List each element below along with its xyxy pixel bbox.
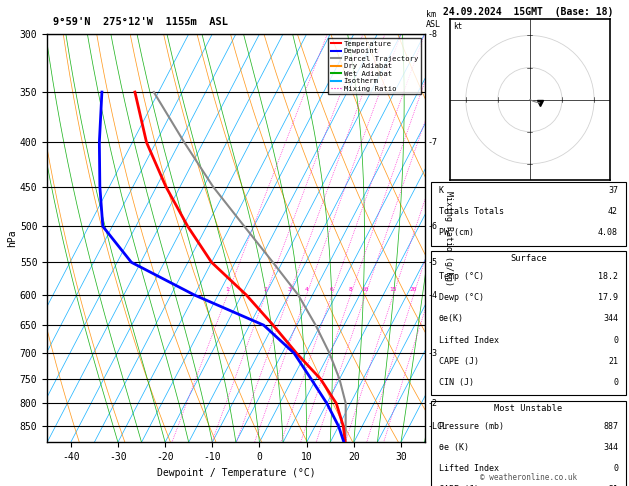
Text: -3: -3 xyxy=(428,348,438,358)
Legend: Temperature, Dewpoint, Parcel Trajectory, Dry Adiabat, Wet Adiabat, Isotherm, Mi: Temperature, Dewpoint, Parcel Trajectory… xyxy=(328,37,421,94)
Text: Surface: Surface xyxy=(510,254,547,263)
Text: K: K xyxy=(438,186,443,195)
Text: -2: -2 xyxy=(428,399,438,408)
Text: Dewp (°C): Dewp (°C) xyxy=(438,294,484,302)
Text: CAPE (J): CAPE (J) xyxy=(438,357,479,365)
Text: 42: 42 xyxy=(608,207,618,216)
Text: kt: kt xyxy=(453,22,462,31)
Text: 0: 0 xyxy=(613,464,618,473)
Y-axis label: hPa: hPa xyxy=(7,229,17,247)
Text: 2: 2 xyxy=(264,287,267,292)
Text: Lifted Index: Lifted Index xyxy=(438,335,499,345)
Text: θe(K): θe(K) xyxy=(438,314,464,323)
Text: -4: -4 xyxy=(428,291,438,299)
Text: 344: 344 xyxy=(603,314,618,323)
Text: 37: 37 xyxy=(608,186,618,195)
Text: Mixing Ratio (g/kg): Mixing Ratio (g/kg) xyxy=(444,191,453,286)
Text: © weatheronline.co.uk: © weatheronline.co.uk xyxy=(480,473,577,482)
Bar xyxy=(431,251,626,396)
Text: 887: 887 xyxy=(603,422,618,431)
Text: θe (K): θe (K) xyxy=(438,443,469,452)
Text: 15: 15 xyxy=(389,287,397,292)
Text: 3: 3 xyxy=(287,287,291,292)
Text: CIN (J): CIN (J) xyxy=(438,378,474,387)
Text: -LCL: -LCL xyxy=(428,422,448,431)
Text: 8: 8 xyxy=(348,287,352,292)
Text: 18.2: 18.2 xyxy=(598,272,618,281)
Text: 1: 1 xyxy=(225,287,229,292)
Text: -8: -8 xyxy=(428,30,438,38)
Text: 4: 4 xyxy=(304,287,308,292)
Text: 6: 6 xyxy=(330,287,334,292)
X-axis label: Dewpoint / Temperature (°C): Dewpoint / Temperature (°C) xyxy=(157,468,315,478)
Text: Totals Totals: Totals Totals xyxy=(438,207,504,216)
Text: 10: 10 xyxy=(362,287,369,292)
Text: -7: -7 xyxy=(428,138,438,147)
Bar xyxy=(431,400,626,486)
Text: 4.08: 4.08 xyxy=(598,228,618,237)
Text: 20: 20 xyxy=(410,287,417,292)
Text: 0: 0 xyxy=(613,335,618,345)
Text: -5: -5 xyxy=(428,258,438,267)
Text: Pressure (mb): Pressure (mb) xyxy=(438,422,504,431)
Text: 17.9: 17.9 xyxy=(598,294,618,302)
Text: -6: -6 xyxy=(428,222,438,231)
Text: Most Unstable: Most Unstable xyxy=(494,404,562,413)
Text: PW (cm): PW (cm) xyxy=(438,228,474,237)
Text: Temp (°C): Temp (°C) xyxy=(438,272,484,281)
Text: 9°59'N  275°12'W  1155m  ASL: 9°59'N 275°12'W 1155m ASL xyxy=(53,17,228,27)
Bar xyxy=(431,182,626,245)
Text: 21: 21 xyxy=(608,357,618,365)
Text: 0: 0 xyxy=(613,378,618,387)
Text: 24.09.2024  15GMT  (Base: 18): 24.09.2024 15GMT (Base: 18) xyxy=(443,7,613,17)
Text: 344: 344 xyxy=(603,443,618,452)
Text: Lifted Index: Lifted Index xyxy=(438,464,499,473)
Text: km
ASL: km ASL xyxy=(426,10,441,29)
